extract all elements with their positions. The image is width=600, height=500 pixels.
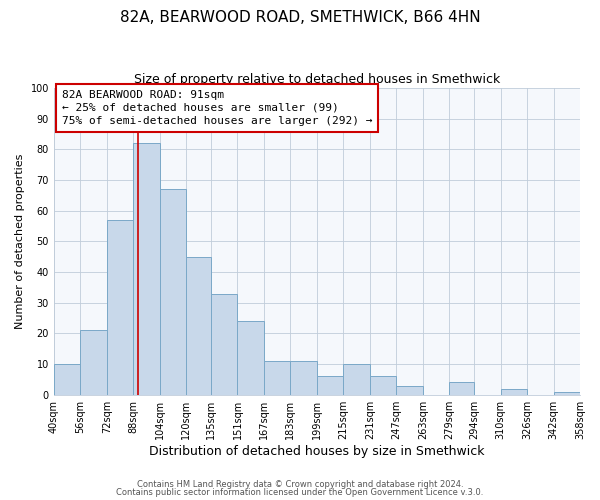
Bar (160, 190, 186, 394)
X-axis label: Distribution of detached houses by size in Smethwick: Distribution of detached houses by size … (149, 444, 485, 458)
Y-axis label: Number of detached properties: Number of detached properties (15, 154, 25, 329)
Bar (80, 330, 107, 394)
Bar (211, 294, 238, 394)
Bar (343, 364, 370, 394)
Bar (290, 361, 317, 394)
Text: Contains HM Land Registry data © Crown copyright and database right 2024.: Contains HM Land Registry data © Crown c… (137, 480, 463, 489)
Bar (500, 388, 527, 394)
Title: Size of property relative to detached houses in Smethwick: Size of property relative to detached ho… (134, 72, 500, 86)
Bar (54, 364, 80, 394)
Bar (370, 376, 397, 394)
Bar (449, 382, 474, 394)
Bar (264, 361, 290, 394)
Bar (238, 321, 264, 394)
Bar (133, 144, 160, 394)
Bar (554, 392, 580, 394)
Bar (397, 386, 423, 394)
Bar (107, 220, 133, 394)
Text: Contains public sector information licensed under the Open Government Licence v.: Contains public sector information licen… (116, 488, 484, 497)
Text: 82A, BEARWOOD ROAD, SMETHWICK, B66 4HN: 82A, BEARWOOD ROAD, SMETHWICK, B66 4HN (119, 10, 481, 25)
Bar (186, 256, 211, 394)
Bar (317, 376, 343, 394)
Text: 82A BEARWOOD ROAD: 91sqm
← 25% of detached houses are smaller (99)
75% of semi-d: 82A BEARWOOD ROAD: 91sqm ← 25% of detach… (62, 90, 372, 126)
